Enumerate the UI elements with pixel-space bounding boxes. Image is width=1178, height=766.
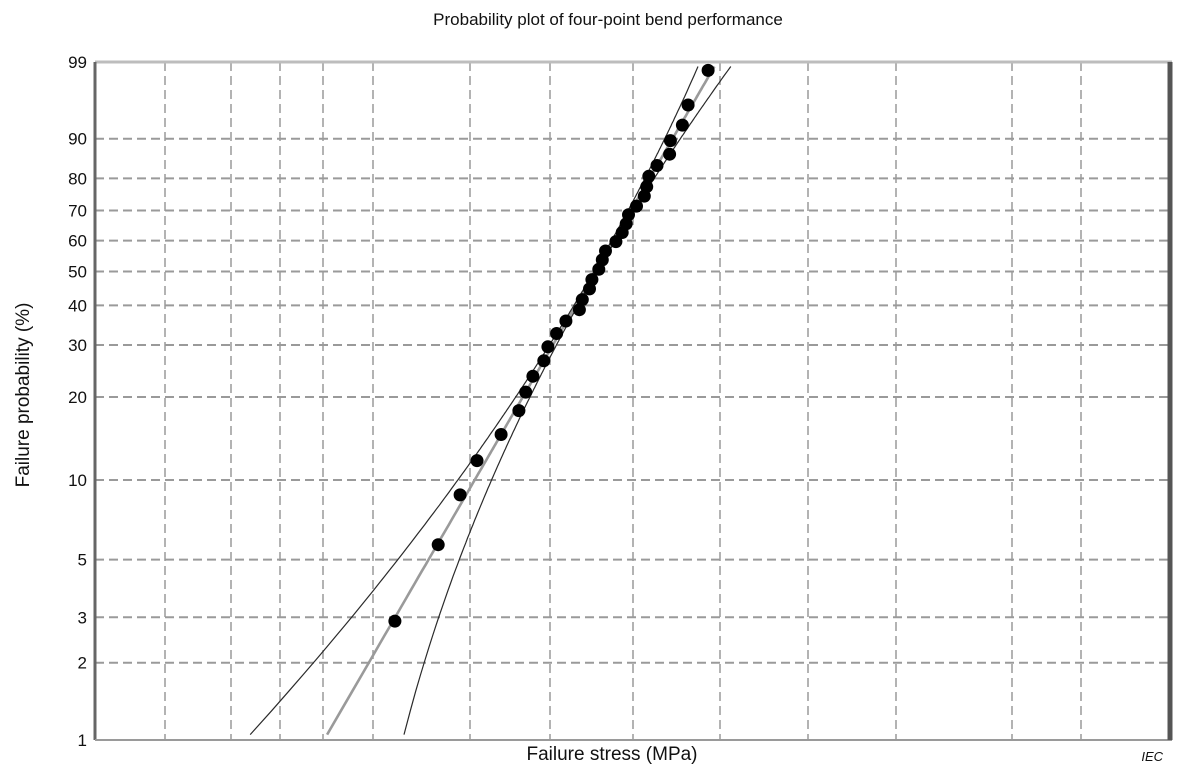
y-axis-label: Failure probability (%) xyxy=(13,303,34,488)
data-point xyxy=(572,303,586,317)
data-point xyxy=(575,293,589,307)
x-axis-label: Failure stress (MPa) xyxy=(526,744,697,765)
y-tick-label: 30 xyxy=(68,336,87,355)
y-tick-label: 50 xyxy=(68,263,87,282)
y-tick-label: 99 xyxy=(68,53,87,72)
data-point xyxy=(663,147,677,161)
data-points xyxy=(388,63,715,628)
data-point xyxy=(453,488,467,502)
data-point xyxy=(537,354,551,368)
grid xyxy=(95,61,1172,741)
data-point xyxy=(526,369,540,383)
data-point xyxy=(642,169,656,183)
confidence-bound-lower xyxy=(403,66,732,735)
y-tick-label: 70 xyxy=(68,201,87,220)
y-tick-label: 90 xyxy=(68,130,87,149)
data-point xyxy=(431,538,445,552)
confidence-bound-upper xyxy=(249,66,699,736)
data-point xyxy=(640,180,654,194)
y-tick-labels: 99 90 80 70 60 50 40 30 20 10 5 3 2 1 xyxy=(68,53,87,750)
data-point xyxy=(494,428,508,441)
data-point xyxy=(550,327,564,340)
data-point xyxy=(585,273,599,287)
data-point xyxy=(541,340,555,354)
data-point xyxy=(388,614,402,628)
data-point xyxy=(609,235,623,249)
data-point xyxy=(650,159,664,172)
plot-frame xyxy=(93,60,1173,741)
data-point xyxy=(519,385,533,399)
y-tick-label: 20 xyxy=(68,388,87,407)
y-tick-label: 1 xyxy=(78,731,87,750)
data-point xyxy=(701,63,715,77)
iec-watermark: IEC xyxy=(1141,749,1163,764)
data-point xyxy=(681,98,695,112)
data-point xyxy=(599,244,612,258)
data-point xyxy=(512,404,526,418)
chart-title: Probability plot of four-point bend perf… xyxy=(433,10,783,29)
y-tick-label: 10 xyxy=(68,471,87,490)
y-tick-label: 60 xyxy=(68,232,87,251)
y-tick-label: 40 xyxy=(68,296,87,315)
y-tick-label: 2 xyxy=(78,654,87,673)
data-point xyxy=(630,199,643,213)
data-point xyxy=(470,454,484,468)
y-tick-label: 5 xyxy=(78,551,87,570)
data-point xyxy=(622,208,635,222)
data-point xyxy=(675,118,689,132)
y-tick-label: 3 xyxy=(78,608,87,627)
y-tick-label: 80 xyxy=(68,169,87,188)
data-point xyxy=(663,134,677,148)
data-point xyxy=(559,314,573,328)
